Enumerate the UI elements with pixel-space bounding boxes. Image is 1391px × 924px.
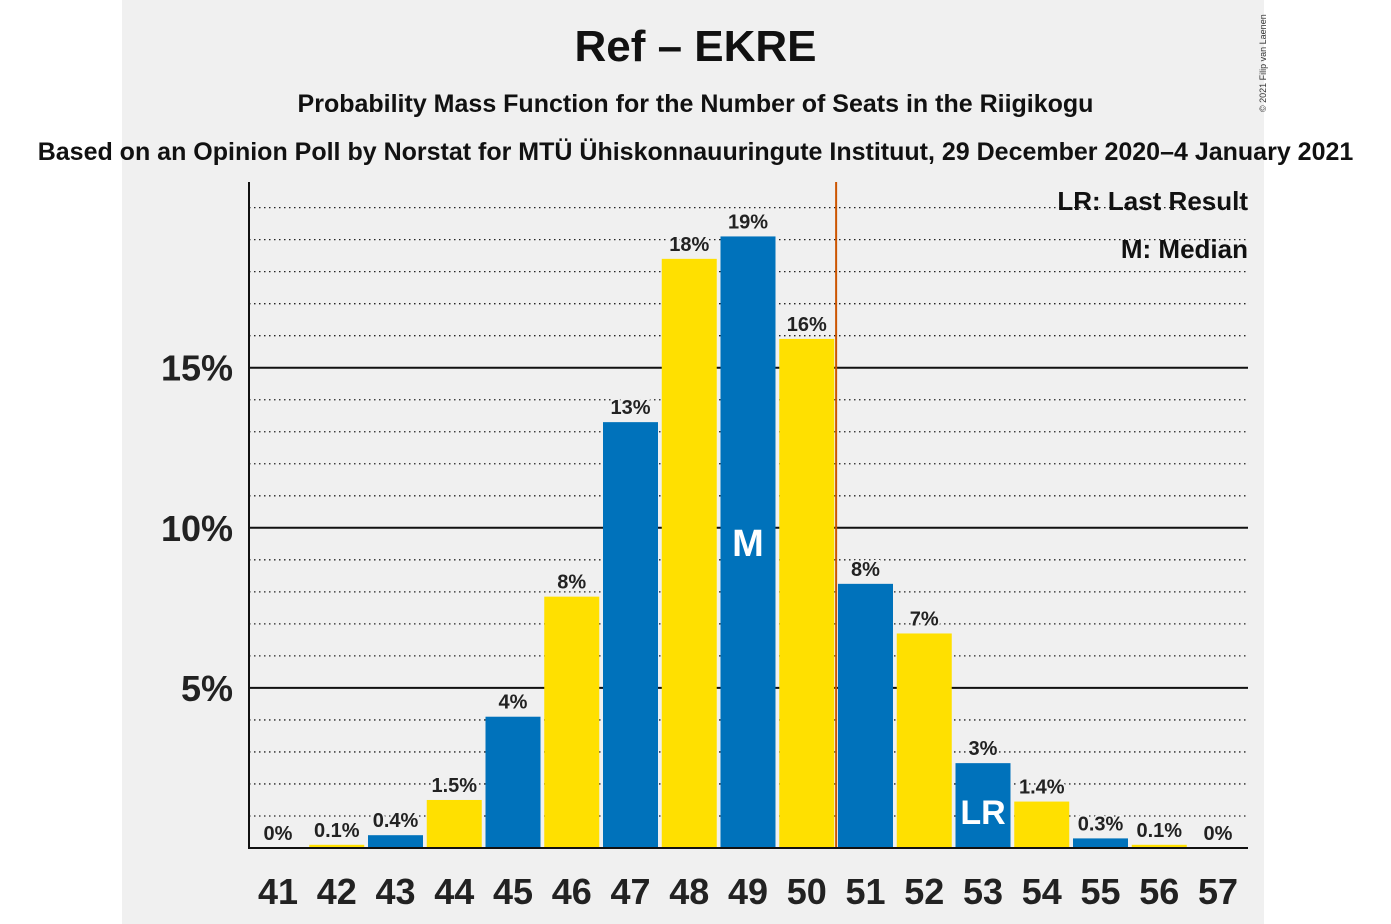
bar-data-label: 3% (969, 738, 998, 760)
chart-subtitle: Probability Mass Function for the Number… (297, 90, 1094, 118)
legend-last-result: LR: Last Result (1057, 186, 1248, 216)
x-tick-label: 54 (1022, 871, 1062, 912)
x-tick-label: 48 (669, 871, 709, 912)
x-tick-label: 42 (317, 871, 357, 912)
x-tick-label: 57 (1198, 871, 1238, 912)
bar-seats-43 (368, 835, 423, 848)
bar-data-label: 0.1% (1136, 820, 1182, 842)
legend-median: M: Median (1120, 234, 1248, 264)
bar-data-label: 0% (1204, 823, 1233, 845)
y-tick-label: 15% (161, 348, 233, 389)
bar-data-label: 16% (787, 314, 827, 336)
bar-data-label: 0% (264, 823, 293, 845)
bar-seats-55 (1073, 838, 1128, 848)
x-tick-label: 51 (845, 871, 885, 912)
bar-data-label: 0.3% (1078, 813, 1124, 835)
bar-data-label: 8% (851, 559, 880, 581)
x-tick-label: 41 (258, 871, 298, 912)
bar-data-label: 7% (910, 608, 939, 630)
y-tick-label: 5% (181, 668, 233, 709)
bar-data-label: 13% (610, 397, 650, 419)
chart-source-note: Based on an Opinion Poll by Norstat for … (37, 138, 1354, 166)
bar-seats-53 (955, 763, 1011, 848)
x-tick-label: 53 (963, 871, 1003, 912)
bar-seats-56 (1131, 844, 1187, 848)
y-tick-label: 10% (161, 508, 233, 549)
bar-seats-50 (779, 338, 835, 848)
bar-data-label: 8% (557, 572, 586, 594)
bar-data-label: 4% (499, 692, 528, 714)
bar-seats-52 (896, 633, 952, 848)
bar-data-label: 0.1% (314, 820, 360, 842)
bar-data-label: 1.5% (431, 775, 477, 797)
bar-seats-46 (544, 596, 600, 848)
x-tick-label: 50 (787, 871, 827, 912)
chart-title: Ref – EKRE (574, 22, 817, 71)
bar-seats-45 (485, 716, 541, 848)
x-tick-label: 56 (1139, 871, 1179, 912)
bar-data-label: 18% (669, 234, 709, 256)
bar-seats-47 (603, 422, 658, 848)
x-tick-label: 55 (1080, 871, 1120, 912)
median-marker: M (732, 523, 764, 565)
x-tick-label: 46 (552, 871, 592, 912)
bar-seats-48 (661, 258, 717, 848)
bar-seats-54 (1014, 801, 1070, 848)
bar-seats-51 (838, 583, 893, 848)
x-tick-label: 43 (375, 871, 415, 912)
x-tick-label: 52 (904, 871, 944, 912)
last-result-marker: LR (960, 794, 1005, 832)
bar-seats-42 (309, 844, 365, 848)
bar-data-label: 1.4% (1019, 777, 1065, 799)
x-tick-label: 44 (434, 871, 474, 912)
bar-data-label: 0.4% (373, 810, 419, 832)
bar-seats-49 (720, 236, 776, 849)
x-tick-label: 49 (728, 871, 768, 912)
x-tick-label: 47 (610, 871, 650, 912)
x-tick-label: 45 (493, 871, 533, 912)
bar-seats-44 (426, 799, 482, 848)
bar-data-label: 19% (728, 211, 768, 233)
